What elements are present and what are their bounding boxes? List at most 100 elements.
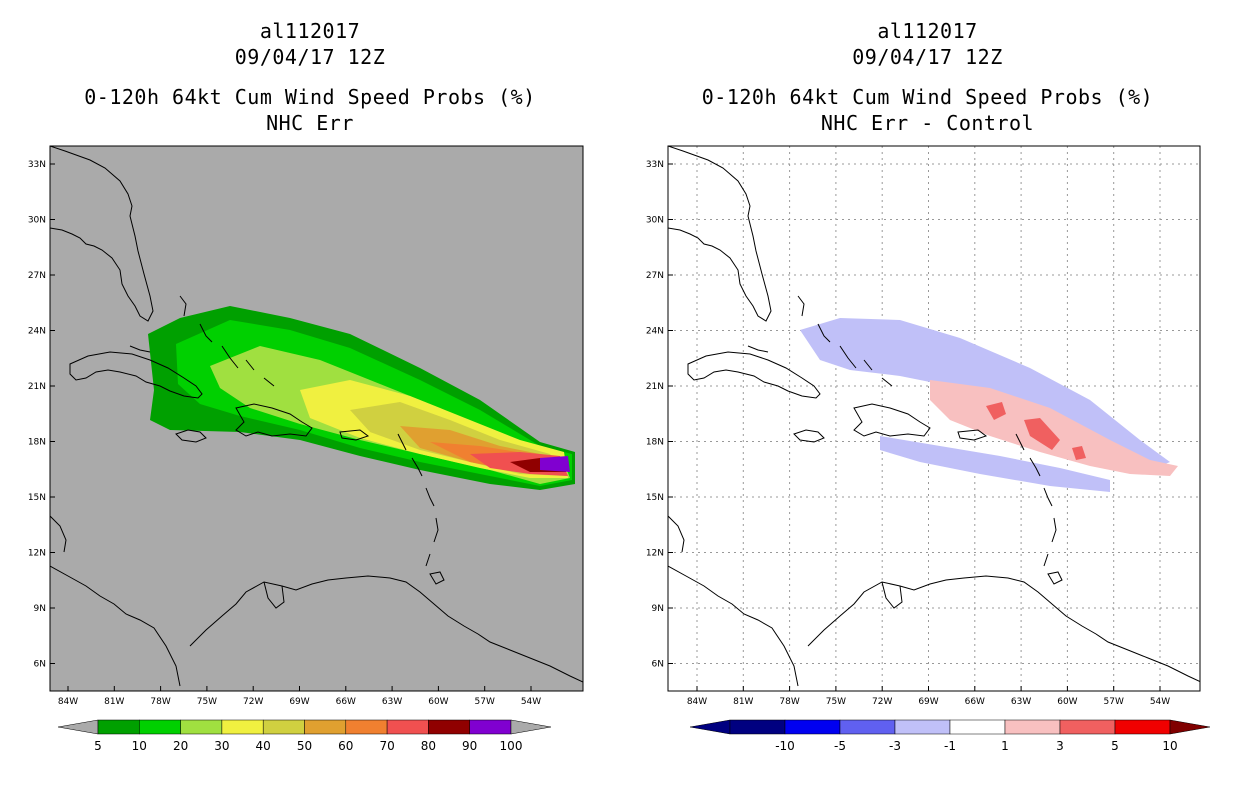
right-colorbar-label: -5 (834, 739, 846, 753)
left-lon-label: 69W (289, 697, 309, 707)
left-colorbar-label: 60 (338, 739, 353, 753)
left-probability-swath (148, 306, 575, 490)
right-subtitle: NHC Err - Control (820, 111, 1035, 135)
right-lat-label: 27N (646, 271, 664, 281)
left-lon-label: 84W (58, 697, 78, 707)
left-lat-label: 6N (34, 660, 46, 670)
left-lon-label: 72W (243, 697, 263, 707)
left-lat-label: 27N (28, 271, 46, 281)
right-lat-label: 30N (646, 216, 664, 226)
right-lon-label: 84W (687, 697, 707, 707)
right-colorbar-swatch (1059, 719, 1116, 735)
left-product-title: 0-120h 64kt Cum Wind Speed Probs (%) (84, 85, 536, 109)
right-colorbar-swatch (1114, 719, 1171, 735)
left-colorbar-label: 100 (500, 739, 523, 753)
right-lon-label: 69W (918, 697, 938, 707)
right-lon-label: 60W (1057, 697, 1077, 707)
right-lat-label: 21N (646, 382, 664, 392)
left-colorbar-swatch (97, 719, 140, 735)
right-colorbar-label: 3 (1056, 739, 1064, 753)
right-colorbar-label: 10 (1162, 739, 1177, 753)
right-title-block: al112017 09/04/17 12Z 0-120h 64kt Cum Wi… (640, 18, 1215, 136)
left-lon-label: 75W (197, 697, 217, 707)
right-datetime: 09/04/17 12Z (852, 45, 1003, 69)
right-colorbar-arrow-right (1169, 719, 1211, 735)
right-colorbar-label: -10 (775, 739, 795, 753)
right-lat-label: 33N (646, 160, 664, 170)
right-colorbar-label: 1 (1001, 739, 1009, 753)
left-colorbar-arrow-right (510, 719, 552, 735)
right-lon-label: 66W (965, 697, 985, 707)
left-colorbar-label: 10 (132, 739, 147, 753)
right-colorbar-swatch (1004, 719, 1061, 735)
left-colorbar-label: 30 (214, 739, 229, 753)
left-lon-label: 60W (428, 697, 448, 707)
right-colorbar-swatch (894, 719, 951, 735)
left-colorbar-arrow-left (57, 719, 99, 735)
left-axes: 33N 30N 27N 24N 21N 18N 15N 12N 9N 6N 84W 81W 78W 75W… (28, 160, 541, 707)
right-lat-label: 6N (652, 660, 664, 670)
right-map (667, 145, 1201, 692)
right-colorbar-label: -3 (889, 739, 901, 753)
left-colorbar-swatch (180, 719, 223, 735)
left-lat-label: 12N (28, 549, 46, 559)
right-lon-label: 54W (1150, 697, 1170, 707)
right-lat-label: 24N (646, 327, 664, 337)
left-lat-label: 15N (28, 493, 46, 503)
right-lon-label: 78W (779, 697, 799, 707)
right-colorbar-swatch (729, 719, 786, 735)
right-colorbar: -10 -5 -3 -1 1 3 5 10 (689, 719, 1211, 753)
left-colorbar-label: 40 (256, 739, 271, 753)
right-lon-label: 63W (1011, 697, 1031, 707)
left-lon-label: 81W (104, 697, 124, 707)
right-lat-label: 12N (646, 549, 664, 559)
left-lon-label: 57W (475, 697, 495, 707)
left-storm-id: al112017 (259, 19, 361, 43)
left-colorbar-swatch (469, 719, 512, 735)
right-product-title: 0-120h 64kt Cum Wind Speed Probs (%) (701, 85, 1154, 109)
left-colorbar-label: 80 (421, 739, 436, 753)
left-lon-label: 63W (382, 697, 402, 707)
right-colorbar-swatch (949, 719, 1006, 735)
left-lat-label: 33N (28, 160, 46, 170)
left-map (49, 145, 584, 692)
left-colorbar-swatch (345, 719, 388, 735)
left-colorbar-swatch (139, 719, 181, 735)
right-lat-label: 15N (646, 493, 664, 503)
left-colorbar-swatch (221, 719, 264, 735)
left-subtitle: NHC Err (266, 111, 354, 135)
left-lon-label: 78W (150, 697, 170, 707)
left-lon-label: 66W (336, 697, 356, 707)
left-lat-label: 30N (28, 216, 46, 226)
right-colorbar-swatch (784, 719, 841, 735)
right-colorbar-label: 5 (1111, 739, 1119, 753)
right-colorbar-label: -1 (944, 739, 956, 753)
left-colorbar-label: 50 (297, 739, 312, 753)
right-colorbar-arrow-left (689, 719, 731, 735)
left-colorbar-swatch (428, 719, 470, 735)
right-lat-label: 9N (652, 604, 664, 614)
left-colorbar-label: 70 (379, 739, 394, 753)
right-colorbar-swatch (839, 719, 896, 735)
left-title-block: al112017 09/04/17 12Z 0-120h 64kt Cum Wi… (30, 18, 590, 136)
left-lat-label: 24N (28, 327, 46, 337)
left-colorbar-swatch (304, 719, 347, 735)
left-lat-label: 21N (28, 382, 46, 392)
left-lat-label: 9N (34, 604, 46, 614)
left-colorbar-label: 5 (94, 739, 102, 753)
right-difference-field (800, 318, 1178, 492)
right-lon-label: 57W (1104, 697, 1124, 707)
right-lat-label: 18N (646, 438, 664, 448)
left-colorbar-label: 20 (173, 739, 188, 753)
left-colorbar-swatch (262, 719, 305, 735)
right-lon-label: 81W (733, 697, 753, 707)
right-lon-label: 72W (872, 697, 892, 707)
left-colorbar-label: 90 (462, 739, 477, 753)
left-colorbar-swatch (386, 719, 429, 735)
left-datetime: 09/04/17 12Z (234, 45, 386, 69)
left-lon-label: 54W (521, 697, 541, 707)
right-lon-label: 75W (826, 697, 846, 707)
left-colorbar: 5 10 20 30 40 50 60 70 80 90 100 (57, 719, 552, 753)
right-storm-id: al112017 (877, 19, 978, 43)
left-lat-label: 18N (28, 438, 46, 448)
